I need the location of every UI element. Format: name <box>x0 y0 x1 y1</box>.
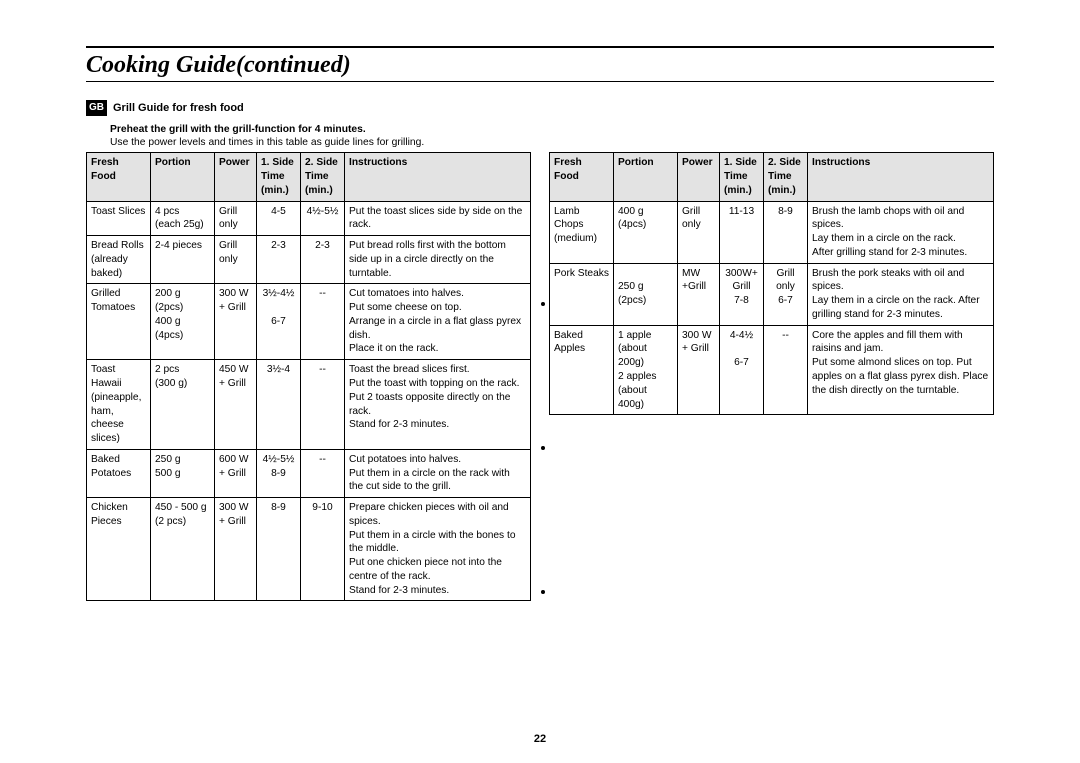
cell-food: LambChops(medium) <box>550 201 614 263</box>
cell-time2: -- <box>301 449 345 497</box>
dot-icon <box>541 302 545 306</box>
cell-instr: Put bread rolls first with the bottom si… <box>345 236 531 284</box>
intro-bold: Preheat the grill with the grill-functio… <box>110 124 366 135</box>
cell-time1: 3½-4½6-7 <box>257 284 301 360</box>
table-row: GrilledTomatoes200 g(2pcs)400 g(4pcs)300… <box>87 284 531 360</box>
cell-time1: 3½-4 <box>257 360 301 450</box>
cell-food: Bread Rolls(alreadybaked) <box>87 236 151 284</box>
two-column-layout: Fresh Food Portion Power 1. Side Time (m… <box>86 152 994 601</box>
table-row: BakedApples1 apple(about 200g)2 apples(a… <box>550 325 994 415</box>
cell-time2: -- <box>764 325 808 415</box>
fold-dots <box>541 302 545 594</box>
page-number: 22 <box>0 733 1080 745</box>
title-rule <box>86 81 994 82</box>
cell-time2: -- <box>301 360 345 450</box>
cell-food: ChickenPieces <box>87 498 151 601</box>
grill-table-left: Fresh Food Portion Power 1. Side Time (m… <box>86 152 531 601</box>
section-header-row: GB Grill Guide for fresh food <box>86 100 994 117</box>
cell-power: 300 W+ Grill <box>678 325 720 415</box>
cell-portion: 4 pcs(each 25g) <box>151 201 215 236</box>
cell-portion: 450 - 500 g(2 pcs) <box>151 498 215 601</box>
cell-portion: 250 g(2pcs) <box>614 263 678 325</box>
cell-portion: 250 g500 g <box>151 449 215 497</box>
cell-time1: 2-3 <box>257 236 301 284</box>
table-row: LambChops(medium)400 g(4pcs)Grillonly11-… <box>550 201 994 263</box>
th-portion: Portion <box>614 153 678 201</box>
th-portion: Portion <box>151 153 215 201</box>
cell-instr: Brush the lamb chops with oil and spices… <box>808 201 994 263</box>
cell-power: Grillonly <box>215 236 257 284</box>
cell-power: 300 W+ Grill <box>215 284 257 360</box>
intro-text: Preheat the grill with the grill-functio… <box>110 123 994 151</box>
table-row: BakedPotatoes250 g500 g600 W+ Grill4½-5½… <box>87 449 531 497</box>
manual-page: Cooking Guide(continued) GB Grill Guide … <box>0 0 1080 763</box>
cell-portion: 1 apple(about 200g)2 apples(about 400g) <box>614 325 678 415</box>
grill-table-right: Fresh Food Portion Power 1. Side Time (m… <box>549 152 994 415</box>
cell-time1: 4-5 <box>257 201 301 236</box>
table-row: Toast Slices4 pcs(each 25g)Grillonly4-54… <box>87 201 531 236</box>
left-column: Fresh Food Portion Power 1. Side Time (m… <box>86 152 531 601</box>
country-badge: GB <box>86 100 107 116</box>
cell-instr: Core the apples and fill them with raisi… <box>808 325 994 415</box>
dot-icon <box>541 446 545 450</box>
cell-time2: Grillonly6-7 <box>764 263 808 325</box>
table-row: Pork Steaks250 g(2pcs)MW+Grill300W+Grill… <box>550 263 994 325</box>
th-food: Fresh Food <box>550 153 614 201</box>
cell-power: 600 W+ Grill <box>215 449 257 497</box>
cell-instr: Cut potatoes into halves.Put them in a c… <box>345 449 531 497</box>
top-rule <box>86 46 994 48</box>
cell-food: BakedPotatoes <box>87 449 151 497</box>
cell-power: Grillonly <box>678 201 720 263</box>
cell-food: Pork Steaks <box>550 263 614 325</box>
table-row: ToastHawaii(pineapple,ham,cheeseslices)2… <box>87 360 531 450</box>
cell-food: BakedApples <box>550 325 614 415</box>
cell-food: Toast Slices <box>87 201 151 236</box>
th-instr: Instructions <box>808 153 994 201</box>
table-row: Bread Rolls(alreadybaked)2-4 piecesGrill… <box>87 236 531 284</box>
cell-time2: 4½-5½ <box>301 201 345 236</box>
cell-time1: 11-13 <box>720 201 764 263</box>
th-instr: Instructions <box>345 153 531 201</box>
cell-portion: 2 pcs(300 g) <box>151 360 215 450</box>
cell-time1: 8-9 <box>257 498 301 601</box>
cell-power: 300 W+ Grill <box>215 498 257 601</box>
th-time1: 1. Side Time (min.) <box>257 153 301 201</box>
cell-food: GrilledTomatoes <box>87 284 151 360</box>
cell-time2: -- <box>301 284 345 360</box>
cell-time2: 2-3 <box>301 236 345 284</box>
cell-instr: Toast the bread slices first.Put the toa… <box>345 360 531 450</box>
cell-portion: 2-4 pieces <box>151 236 215 284</box>
th-power: Power <box>678 153 720 201</box>
cell-power: Grillonly <box>215 201 257 236</box>
right-column: Fresh Food Portion Power 1. Side Time (m… <box>549 152 994 601</box>
cell-instr: Brush the pork steaks with oil and spice… <box>808 263 994 325</box>
th-time1: 1. Side Time (min.) <box>720 153 764 201</box>
page-title: Cooking Guide(continued) <box>86 52 994 79</box>
cell-time2: 8-9 <box>764 201 808 263</box>
cell-instr: Prepare chicken pieces with oil and spic… <box>345 498 531 601</box>
th-time2: 2. Side Time (min.) <box>764 153 808 201</box>
cell-time1: 4½-5½8-9 <box>257 449 301 497</box>
intro-plain: Use the power levels and times in this t… <box>110 137 424 148</box>
dot-icon <box>541 590 545 594</box>
cell-portion: 400 g(4pcs) <box>614 201 678 263</box>
cell-power: 450 W+ Grill <box>215 360 257 450</box>
section-title: Grill Guide for fresh food <box>113 100 244 117</box>
cell-time1: 300W+Grill7-8 <box>720 263 764 325</box>
cell-instr: Cut tomatoes into halves.Put some cheese… <box>345 284 531 360</box>
cell-food: ToastHawaii(pineapple,ham,cheeseslices) <box>87 360 151 450</box>
cell-instr: Put the toast slices side by side on the… <box>345 201 531 236</box>
cell-time2: 9-10 <box>301 498 345 601</box>
table-row: ChickenPieces450 - 500 g(2 pcs)300 W+ Gr… <box>87 498 531 601</box>
th-time2: 2. Side Time (min.) <box>301 153 345 201</box>
table-header-row: Fresh Food Portion Power 1. Side Time (m… <box>87 153 531 201</box>
cell-time1: 4-4½6-7 <box>720 325 764 415</box>
cell-portion: 200 g(2pcs)400 g(4pcs) <box>151 284 215 360</box>
th-power: Power <box>215 153 257 201</box>
table-header-row: Fresh Food Portion Power 1. Side Time (m… <box>550 153 994 201</box>
cell-power: MW+Grill <box>678 263 720 325</box>
th-food: Fresh Food <box>87 153 151 201</box>
